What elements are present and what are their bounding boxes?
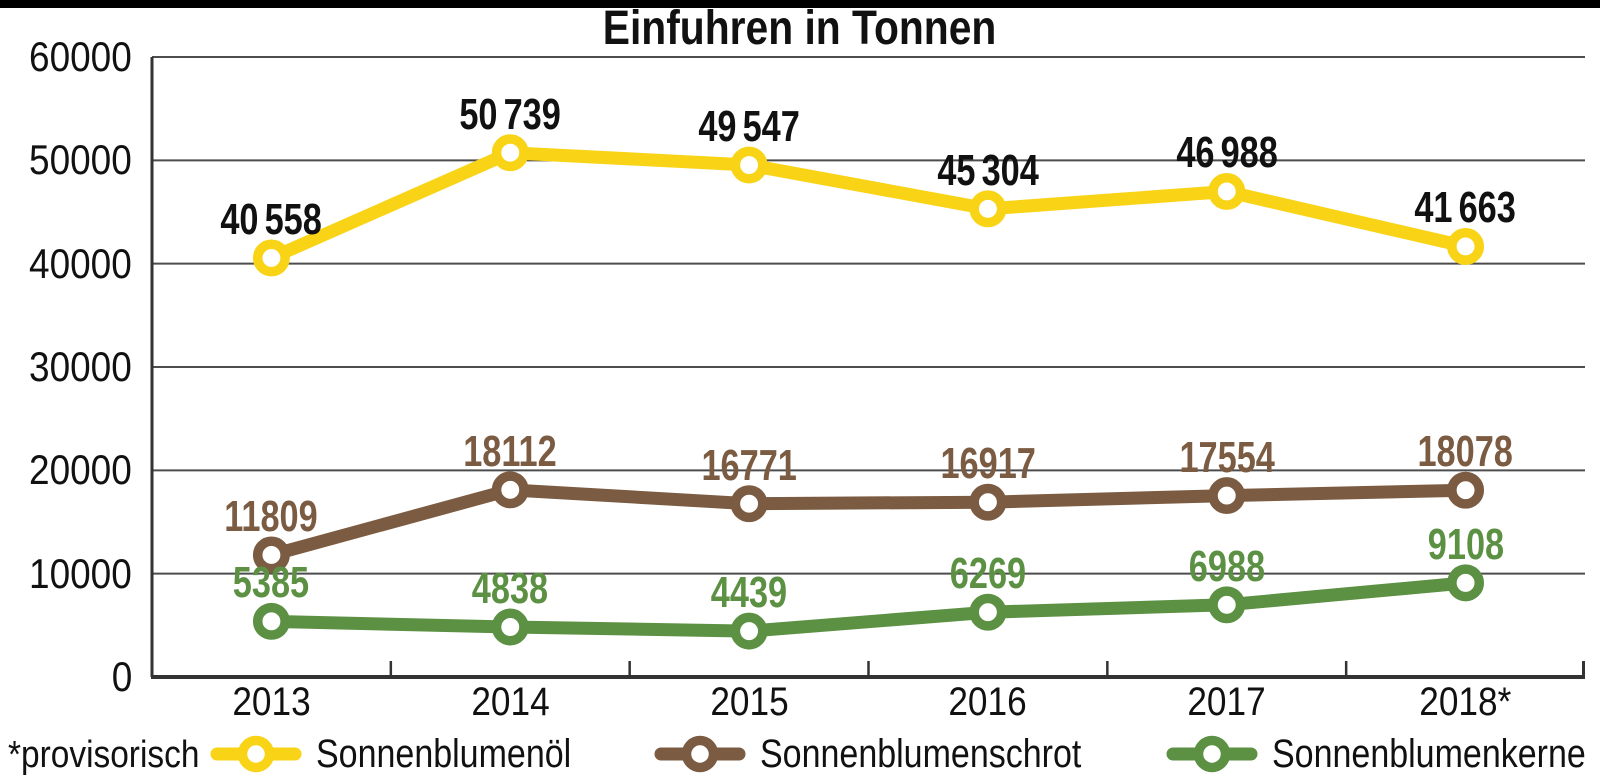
legend-item-sonnenblumenkerne: Sonnenblumenkerne	[1164, 729, 1600, 779]
series-line	[264, 576, 1473, 638]
data-label-text: 18112	[463, 426, 558, 476]
legend-label: Sonnenblumenschrot	[760, 731, 1082, 776]
x-tick-label: 2015	[639, 682, 859, 722]
y-tick-label: 60000	[0, 35, 132, 79]
data-point-marker	[491, 471, 529, 509]
data-label: 16917	[868, 439, 1108, 489]
data-label-text: 4439	[710, 568, 788, 618]
top-border-bar	[0, 0, 1600, 8]
line-marker-icon	[1166, 735, 1258, 773]
data-label-text: 5385	[233, 558, 310, 608]
data-label: 18112	[390, 426, 630, 476]
data-label-text: 6988	[1188, 541, 1265, 591]
y-tick-label-text: 50000	[29, 136, 132, 184]
y-tick-label: 10000	[0, 549, 132, 597]
y-tick-label-text: 30000	[29, 343, 132, 390]
data-point-marker	[252, 239, 290, 277]
data-label-text: 16771	[701, 440, 797, 490]
data-label-text: 16917	[940, 439, 1036, 489]
data-point-marker	[1208, 173, 1246, 210]
data-label-text: 4838	[472, 564, 549, 613]
series-line	[264, 483, 1473, 562]
y-tick-label: 50000	[0, 138, 132, 182]
legend-label: Sonnenblumenöl	[316, 731, 572, 776]
x-tick-label: 2016	[878, 682, 1098, 722]
data-point-marker	[252, 602, 290, 640]
line-marker-icon	[654, 735, 746, 773]
data-label: 41 663	[1346, 183, 1586, 233]
data-point-marker	[730, 612, 768, 650]
data-point-marker	[969, 593, 1007, 631]
x-tick-label-text: 2017	[1187, 680, 1266, 724]
data-point-marker	[730, 485, 768, 523]
data-label: 4439	[629, 568, 869, 618]
data-point-marker	[969, 483, 1007, 521]
y-tick-label-text: 10000	[29, 549, 132, 597]
x-tick-label-text: 2014	[471, 680, 550, 724]
data-label: 11809	[151, 491, 391, 541]
data-point-marker	[730, 146, 768, 184]
data-label: 9108	[1346, 519, 1586, 569]
chart-title: Einfuhren in Tonnen	[0, 5, 1600, 53]
data-point-marker	[1447, 228, 1485, 265]
y-tick-label: 20000	[0, 448, 132, 492]
data-point-marker	[1208, 586, 1246, 624]
data-label-text: 46 988	[1175, 128, 1278, 178]
x-tick-label-text: 2016	[948, 680, 1028, 724]
x-tick-label: 2013	[161, 682, 381, 722]
data-label-text: 18078	[1417, 427, 1514, 477]
data-point-marker	[491, 608, 529, 646]
legend-item-sonnenblumenschrot: Sonnenblumenschrot	[652, 729, 1138, 779]
data-point-marker	[1447, 564, 1485, 602]
data-label: 45 304	[868, 145, 1108, 195]
y-tick-label-text: 0	[111, 653, 132, 700]
x-tick-label: 2018*	[1356, 682, 1576, 722]
data-label: 17554	[1107, 432, 1347, 482]
data-label-text: 45 304	[937, 145, 1039, 195]
data-label: 16771	[629, 440, 869, 490]
data-label: 49 547	[629, 102, 869, 151]
data-point-marker	[1447, 471, 1485, 509]
series-line	[264, 146, 1473, 265]
data-label-text: 11809	[224, 491, 319, 541]
data-label-text: 50 739	[459, 89, 562, 139]
data-point-marker	[1208, 477, 1246, 515]
data-label: 4838	[390, 564, 630, 613]
data-label: 6269	[868, 549, 1108, 599]
legend-label: Sonnenblumenkerne	[1272, 731, 1586, 776]
data-label-text: 9108	[1427, 519, 1504, 569]
y-tick-label: 40000	[0, 239, 132, 287]
data-label: 5385	[151, 558, 391, 608]
legend-item-sonnenblumenoel: Sonnenblumenöl	[208, 729, 616, 779]
data-label-text: 17554	[1179, 432, 1275, 482]
data-label-text: 49 547	[698, 102, 800, 151]
x-tick-label: 2014	[400, 682, 620, 722]
chart-title-text: Einfuhren in Tonnen	[603, 2, 997, 55]
y-tick-label-text: 60000	[29, 33, 132, 80]
data-label-text: 6269	[949, 549, 1027, 599]
line-marker-icon	[210, 735, 302, 773]
x-tick-label-text: 2015	[709, 680, 789, 724]
y-tick-label-text: 40000	[29, 239, 132, 287]
data-point-marker	[252, 536, 290, 574]
data-label-text: 40 558	[220, 194, 323, 244]
x-tick-label: 2017	[1117, 682, 1337, 722]
y-tick-label-text: 20000	[29, 446, 132, 494]
data-point-marker	[491, 134, 529, 172]
data-label: 50 739	[390, 89, 630, 139]
footnote-text: *provisorisch	[8, 734, 200, 776]
data-label: 46 988	[1107, 128, 1347, 178]
data-label: 6988	[1107, 541, 1347, 591]
y-tick-label: 0	[0, 655, 132, 699]
y-tick-label: 30000	[0, 345, 132, 389]
data-point-marker	[969, 190, 1007, 228]
x-tick-label-text: 2018*	[1419, 680, 1512, 724]
x-tick-label-text: 2013	[232, 680, 311, 724]
data-label: 18078	[1346, 427, 1586, 477]
data-label-text: 41 663	[1414, 183, 1517, 233]
data-label: 40 558	[151, 194, 391, 244]
footnote: *provisorisch	[8, 733, 226, 777]
